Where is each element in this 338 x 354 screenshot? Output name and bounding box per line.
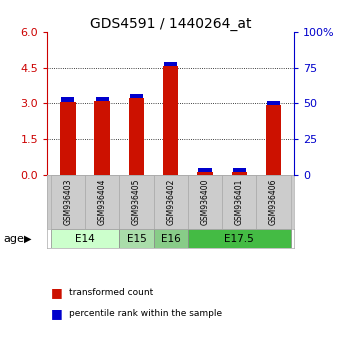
Bar <box>96 97 109 101</box>
Text: ■: ■ <box>51 286 63 298</box>
Bar <box>129 98 144 175</box>
Bar <box>197 172 213 175</box>
Text: E16: E16 <box>161 234 180 244</box>
Text: GSM936406: GSM936406 <box>269 179 278 225</box>
Bar <box>61 97 74 102</box>
Text: E14: E14 <box>75 234 95 244</box>
Bar <box>266 105 281 175</box>
Bar <box>164 62 177 67</box>
Bar <box>232 172 247 175</box>
Bar <box>188 175 222 229</box>
Text: E15: E15 <box>126 234 146 244</box>
Text: ▶: ▶ <box>24 234 31 244</box>
Bar <box>198 168 212 172</box>
Text: transformed count: transformed count <box>69 287 153 297</box>
Bar <box>153 229 188 248</box>
Bar <box>163 67 178 175</box>
Text: GSM936401: GSM936401 <box>235 179 244 225</box>
Bar <box>233 168 246 172</box>
Text: E17.5: E17.5 <box>224 234 254 244</box>
Bar <box>222 175 256 229</box>
Text: GSM936400: GSM936400 <box>200 179 210 225</box>
Bar <box>94 101 110 175</box>
Text: GSM936403: GSM936403 <box>64 179 72 225</box>
Title: GDS4591 / 1440264_at: GDS4591 / 1440264_at <box>90 17 251 31</box>
Bar <box>119 175 153 229</box>
Text: GSM936404: GSM936404 <box>98 179 107 225</box>
Bar <box>267 101 280 105</box>
Bar <box>153 175 188 229</box>
Bar <box>51 175 85 229</box>
Bar <box>60 102 76 175</box>
Text: GSM936405: GSM936405 <box>132 179 141 225</box>
Bar <box>119 229 153 248</box>
Bar <box>130 94 143 98</box>
Text: age: age <box>3 234 24 244</box>
Text: percentile rank within the sample: percentile rank within the sample <box>69 309 222 318</box>
Text: ■: ■ <box>51 307 63 320</box>
Bar <box>51 229 119 248</box>
Bar <box>85 175 119 229</box>
Bar <box>256 175 291 229</box>
Text: GSM936402: GSM936402 <box>166 179 175 225</box>
Bar <box>188 229 291 248</box>
